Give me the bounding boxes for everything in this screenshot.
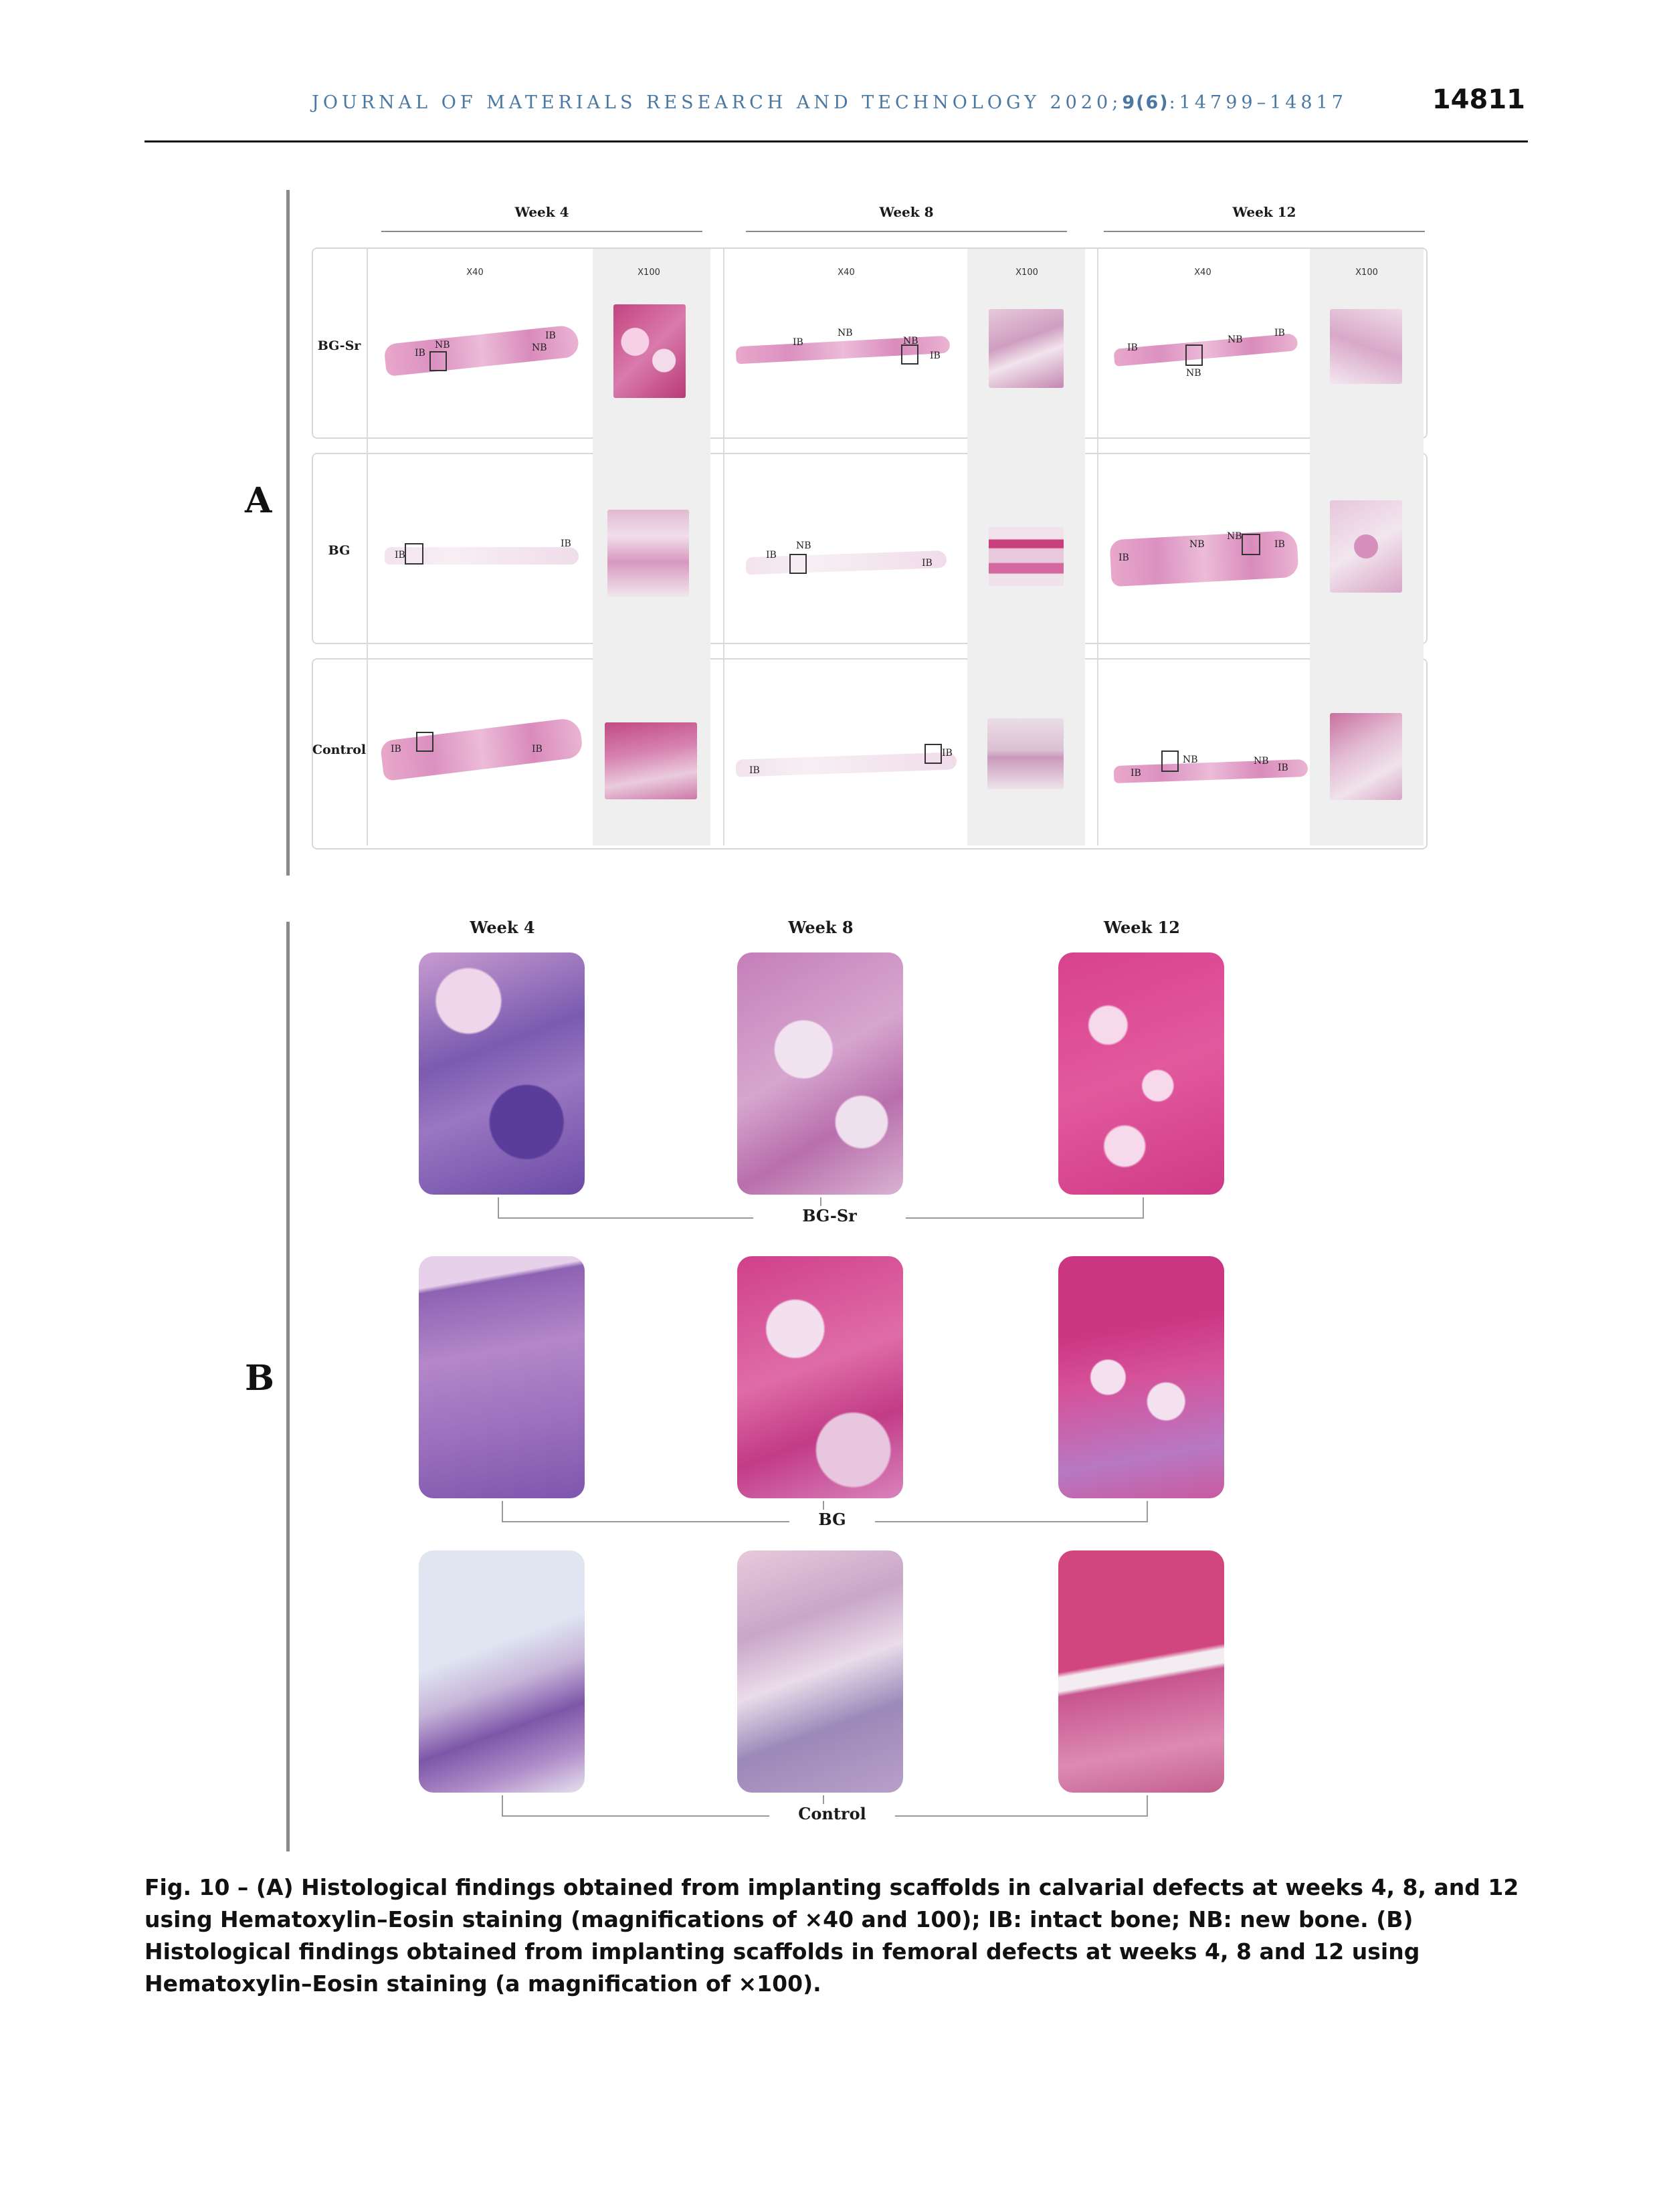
region-box	[924, 744, 942, 764]
region-box	[1161, 750, 1179, 772]
histology-thumb-x100	[987, 718, 1064, 789]
tag-ib: IB	[561, 538, 571, 549]
tag-ib: IB	[532, 744, 543, 755]
tag-ib: IB	[1274, 328, 1285, 338]
panel-a-week-8: Week 8	[879, 204, 934, 220]
panel-a-letter: A	[245, 480, 272, 521]
column-divider	[367, 249, 368, 845]
histology-image-control-week4	[419, 1550, 585, 1793]
histology-image-bg-week4	[419, 1256, 585, 1498]
tag-ib: IB	[1131, 768, 1141, 779]
mag-label: X100	[638, 268, 660, 278]
tag-ib: IB	[766, 550, 777, 561]
histology-thumb-x100	[605, 722, 697, 799]
histology-thumb-x100	[989, 309, 1064, 388]
histology-image-bg-week12	[1058, 1256, 1224, 1498]
mag-label: X40	[1194, 268, 1211, 278]
journal-prefix: JOURNAL OF MATERIALS RESEARCH AND TECHNO…	[312, 92, 1123, 113]
tag-nb: NB	[1228, 334, 1243, 345]
histology-image-control-week12	[1058, 1550, 1224, 1793]
week-rule	[746, 231, 1067, 232]
panel-b-bar	[286, 922, 290, 1851]
region-box	[405, 543, 423, 565]
tag-ib: IB	[749, 765, 760, 776]
page-number: 14811	[1432, 84, 1525, 115]
region-box	[429, 351, 447, 371]
region-box	[1185, 344, 1203, 366]
tag-nb: NB	[1186, 368, 1201, 379]
tag-ib: IB	[793, 337, 803, 348]
mag-label: X100	[1015, 268, 1038, 278]
region-box	[789, 554, 807, 574]
figure-caption: Fig. 10 – (A) Histological findings obta…	[144, 1874, 1519, 1997]
tag-ib: IB	[415, 348, 425, 359]
panel-b-week-8: Week 8	[788, 918, 854, 937]
tag-nb: NB	[1227, 531, 1242, 542]
group-label-control: Control	[769, 1804, 895, 1823]
histology-section-x40	[385, 547, 579, 565]
panel-b-week-4: Week 4	[470, 918, 535, 937]
tag-ib: IB	[395, 550, 405, 561]
histology-image-bgsr-week8	[737, 952, 903, 1195]
row-label-control: Control	[312, 742, 367, 757]
histology-thumb-x100	[613, 304, 686, 398]
group-label-bg: BG	[789, 1510, 875, 1529]
histology-thumb-x100	[1330, 309, 1402, 384]
tag-nb: NB	[1254, 756, 1269, 767]
tag-ib: IB	[942, 748, 953, 759]
journal-pages: :14799–14817	[1169, 92, 1347, 113]
tag-nb: NB	[796, 540, 811, 551]
week-rule	[381, 231, 702, 232]
header-rule	[144, 140, 1528, 142]
tag-ib: IB	[1127, 342, 1138, 353]
tag-nb: NB	[838, 328, 853, 338]
week-rule	[1104, 231, 1425, 232]
tag-nb: NB	[532, 342, 547, 353]
mag-label: X100	[1355, 268, 1378, 278]
panel-a-bar	[286, 190, 290, 876]
panel-b-week-12: Week 12	[1104, 918, 1180, 937]
histology-thumb-x100	[1330, 713, 1402, 800]
row-label-bgsr: BG-Sr	[317, 338, 361, 353]
tag-ib: IB	[1274, 539, 1285, 550]
histology-image-bgsr-week12	[1058, 952, 1224, 1195]
tag-nb: NB	[435, 340, 450, 350]
histology-image-bg-week8	[737, 1256, 903, 1498]
histology-image-bgsr-week4	[419, 952, 585, 1195]
histology-thumb-x100	[989, 527, 1064, 586]
journal-volume: 9(6)	[1122, 92, 1169, 113]
region-box	[1242, 534, 1260, 555]
tag-nb: NB	[903, 336, 918, 346]
mag-label: X40	[838, 268, 855, 278]
column-divider	[723, 249, 724, 845]
tag-ib: IB	[922, 558, 933, 569]
region-box	[901, 344, 918, 365]
panel-b-letter: B	[245, 1358, 274, 1399]
region-box	[416, 732, 433, 752]
tag-nb: NB	[1189, 539, 1205, 550]
tag-ib: IB	[545, 330, 556, 341]
row-label-bg: BG	[328, 543, 351, 558]
group-label-bgsr: BG-Sr	[753, 1206, 906, 1225]
journal-header: JOURNAL OF MATERIALS RESEARCH AND TECHNO…	[0, 92, 1659, 113]
tag-ib: IB	[930, 350, 941, 361]
tag-ib: IB	[1118, 552, 1129, 563]
tag-ib: IB	[391, 744, 401, 755]
mag-label: X40	[466, 268, 484, 278]
histology-thumb-x100	[1330, 500, 1402, 593]
panel-a-week-12: Week 12	[1232, 204, 1296, 220]
panel-a-week-4: Week 4	[514, 204, 569, 220]
tag-nb: NB	[1183, 755, 1198, 765]
tag-ib: IB	[1278, 763, 1288, 773]
column-divider	[1097, 249, 1098, 845]
histology-thumb-x100	[607, 510, 689, 597]
histology-image-control-week8	[737, 1550, 903, 1793]
